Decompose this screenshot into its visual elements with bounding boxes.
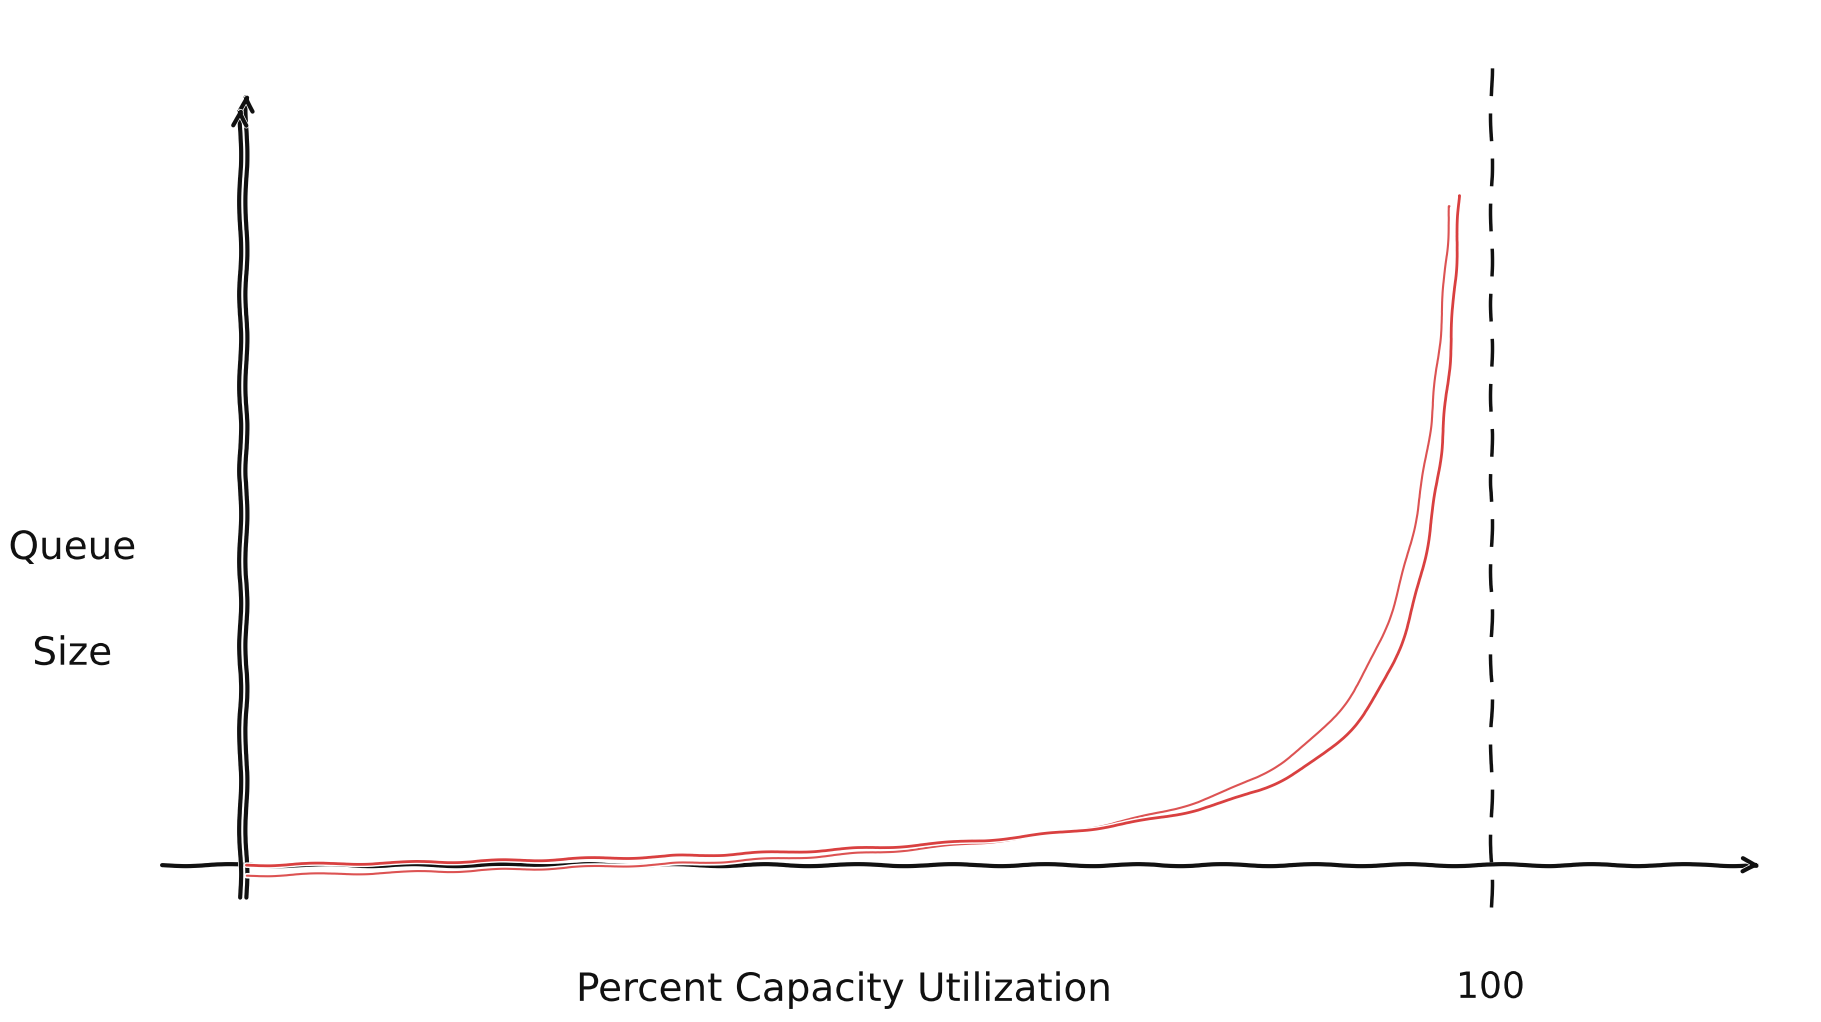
Text: Size: Size	[33, 635, 113, 672]
Text: Percent Capacity Utilization: Percent Capacity Utilization	[575, 971, 1111, 1009]
Text: Queue: Queue	[9, 529, 137, 567]
Text: 100: 100	[1457, 971, 1524, 1005]
